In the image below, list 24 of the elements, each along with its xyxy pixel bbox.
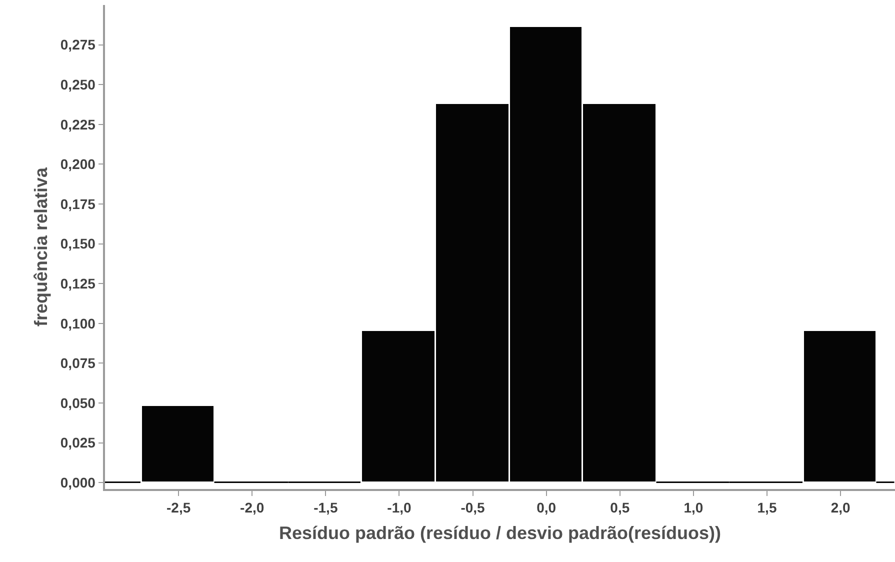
- x-tick-label: -1,5: [314, 500, 338, 516]
- x-tick-label: -1,0: [387, 500, 412, 516]
- x-axis-title: Resíduo padrão (resíduo / desvio padrão(resíduos)): [278, 523, 722, 544]
- y-tick-label: 0,100: [60, 315, 96, 332]
- x-tick-label: 0,5: [610, 500, 630, 516]
- y-tick-label: 0,275: [60, 36, 96, 53]
- y-tick-label: 0,025: [60, 434, 96, 451]
- x-tick-label: 1,0: [684, 500, 704, 516]
- x-tick-label: -0,5: [460, 500, 486, 516]
- y-tick-label: 0,000: [60, 474, 96, 491]
- y-tick-label: 0,175: [60, 196, 96, 212]
- y-tick-label: 0,125: [60, 276, 96, 292]
- y-tick-label: 0,075: [60, 355, 96, 372]
- y-tick-label: 0,050: [60, 394, 96, 411]
- x-tick-label: 1,5: [757, 500, 777, 516]
- x-tick-label: 2,0: [830, 500, 851, 516]
- y-tick-label: 0,225: [60, 116, 96, 132]
- y-tick-label: 0,150: [60, 236, 96, 252]
- y-axis-title: frequência relativa: [31, 166, 52, 327]
- y-tick-label: 0,200: [60, 156, 96, 172]
- x-tick-label: -2,0: [240, 500, 264, 516]
- x-tick-label: 0,0: [536, 500, 556, 516]
- x-tick-label: -2,5: [166, 500, 191, 516]
- y-tick-label: 0,250: [60, 76, 96, 93]
